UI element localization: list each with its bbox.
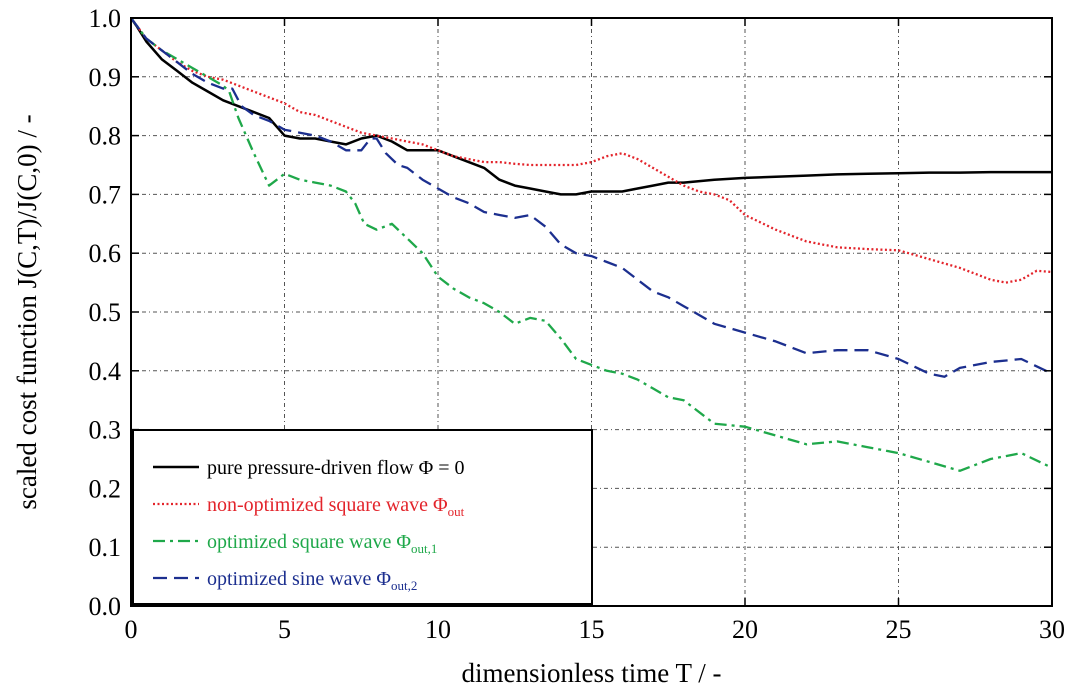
legend-label-subscript: out,1 [411, 541, 437, 556]
y-tick-label: 0.8 [89, 122, 122, 151]
legend-label: optimized square wave Φout,1 [207, 531, 437, 556]
x-tick-label: 20 [732, 615, 758, 644]
y-axis-title: scaled cost function J(C,T)/J(C,0) / - [12, 114, 42, 509]
x-tick-label: 10 [425, 615, 451, 644]
legend-label: pure pressure-driven flow Φ = 0 [207, 457, 465, 479]
series-line-3 [130, 17, 1053, 472]
axis-ticks: 0 5 10 15 20 25 30 0.0 0.1 0.2 0.3 0.4 0.5 0.6 0.7 0.8 0… [89, 4, 1066, 644]
y-tick-label: 0.7 [89, 180, 122, 209]
y-tick-label: 0.3 [89, 416, 122, 445]
series-lines [129, 17, 1053, 472]
x-tick-label: 5 [278, 615, 291, 644]
y-tick-label: 0.0 [89, 592, 122, 621]
x-tick-label: 15 [579, 615, 605, 644]
grid [131, 18, 1052, 606]
x-tick-label: 30 [1039, 615, 1065, 644]
legend-label: non-optimized square wave Φout [207, 494, 465, 519]
y-tick-label: 1.0 [89, 4, 122, 33]
y-tick-label: 0.9 [89, 63, 122, 92]
y-tick-label: 0.1 [89, 533, 122, 562]
x-tick-label: 0 [125, 615, 138, 644]
series-line-4 [130, 17, 1053, 378]
legend-label: optimized sine wave Φout,2 [207, 568, 417, 593]
y-tick-label: 0.4 [89, 357, 122, 386]
y-tick-label: 0.6 [89, 239, 122, 268]
legend: pure pressure-driven flow Φ = 0 non-optim… [132, 429, 593, 605]
x-tick-label: 25 [886, 615, 912, 644]
legend-label-subscript: out,2 [391, 578, 417, 593]
x-axis-title: dimensionless time T / - [462, 658, 722, 688]
legend-label-subscript: out [448, 504, 465, 519]
y-tick-label: 0.5 [89, 298, 122, 327]
legend-box [132, 429, 593, 605]
series-line-2 [130, 17, 1053, 284]
y-tick-label: 0.2 [89, 474, 122, 503]
